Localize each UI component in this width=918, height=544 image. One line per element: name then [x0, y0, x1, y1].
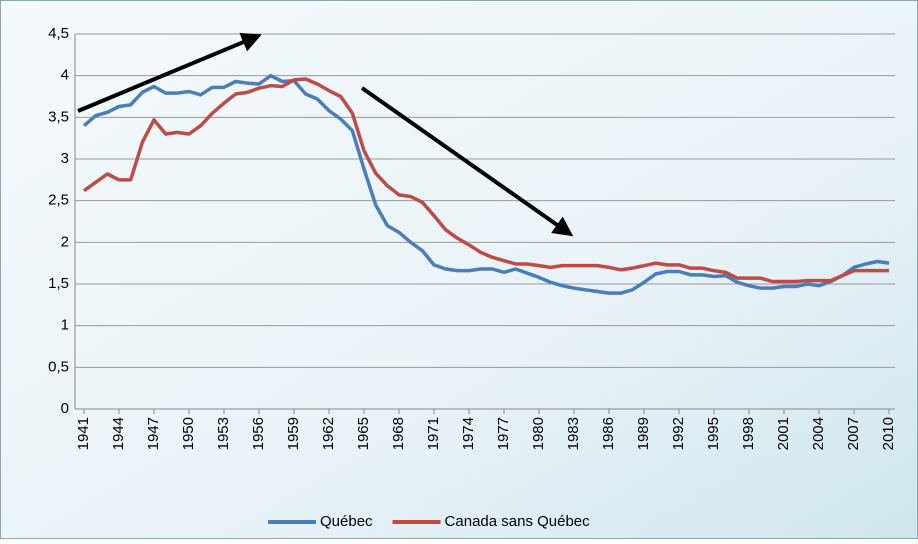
legend: Québec Canada sans Québec	[268, 513, 590, 530]
x-tick-label: 2007	[845, 417, 862, 450]
x-tick-label: 1944	[110, 417, 127, 450]
x-tick-label: 1983	[565, 417, 582, 450]
y-tick-label: 3,5	[48, 108, 69, 125]
x-tick-label: 2010	[880, 417, 897, 450]
legend-label: Québec	[320, 513, 373, 530]
arrow-down	[360, 86, 574, 237]
x-tick-label: 1968	[390, 417, 407, 450]
x-tick-label: 1962	[320, 417, 337, 450]
x-tick-label: 1980	[530, 417, 547, 450]
x-tick-label: 1974	[460, 417, 477, 450]
x-tick-label: 1959	[285, 417, 302, 450]
x-tick-label: 2004	[810, 417, 827, 450]
y-tick-label: 0,5	[48, 358, 69, 375]
y-tick-label: 4,5	[48, 25, 69, 42]
y-tick-label: 4	[61, 67, 69, 84]
x-tick-label: 1989	[635, 417, 652, 450]
y-tick-label: 3	[61, 150, 69, 167]
y-tick-label: 2	[61, 233, 69, 250]
x-tick-label: 1995	[705, 417, 722, 450]
series-line	[82, 73, 890, 295]
x-tick-label: 1992	[670, 417, 687, 450]
x-tick-label: 1971	[425, 417, 442, 450]
x-tick-label: 1956	[250, 417, 267, 450]
x-tick-label: 1986	[600, 417, 617, 450]
y-tick-label: 1	[61, 317, 69, 334]
x-tick-label: 1977	[495, 417, 512, 450]
x-tick-label: 1947	[145, 417, 162, 450]
y-tick-label: 1,5	[48, 275, 69, 292]
x-tick-label: 1953	[215, 417, 232, 450]
x-tick-label: 1998	[740, 417, 757, 450]
x-tick-label: 1941	[75, 417, 92, 450]
y-tick-label: 2,5	[48, 192, 69, 209]
x-tick-label: 1965	[355, 417, 372, 450]
arrow-up	[77, 32, 262, 113]
x-tick-label: 1950	[180, 417, 197, 450]
plot-area: 0 0,5 1 1,5 2 2,5 3 3,5 4 4,5 1941 1944 1947 1950 1953…	[48, 25, 897, 450]
series-line	[82, 77, 889, 284]
legend-label: Canada sans Québec	[445, 513, 591, 530]
y-tick-label: 0	[61, 400, 69, 417]
x-tick-label: 2001	[775, 417, 792, 450]
